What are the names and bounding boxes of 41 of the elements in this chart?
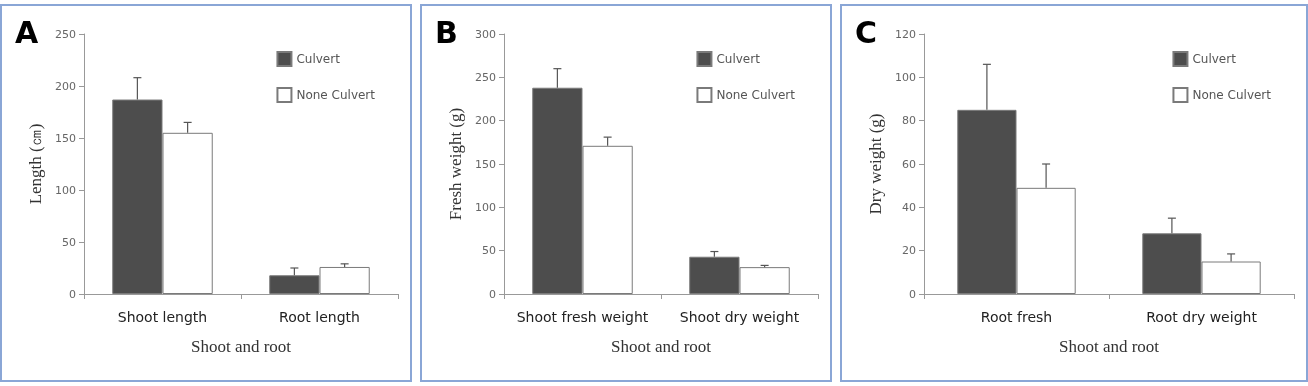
y-tick-label: 300	[475, 27, 496, 41]
x-tick-label: Shoot fresh weight	[516, 309, 649, 325]
x-axis-title: Shoot and root	[190, 337, 292, 356]
legend-label: Culvert	[716, 52, 761, 66]
y-tick-label: 50	[482, 244, 496, 258]
y-axis-title: Dry weight (g)	[866, 113, 885, 215]
y-tick-label: 0	[489, 287, 496, 301]
y-tick-label: 50	[62, 235, 76, 249]
y-tick-label: 100	[55, 183, 76, 197]
legend-label: Culvert	[296, 52, 341, 66]
x-tick-label: Root fresh	[980, 309, 1053, 325]
y-axis-title: Fresh weight (g)	[446, 107, 465, 221]
y-tick-label: 0	[909, 287, 916, 301]
x-tick-label: Root dry weight	[1146, 309, 1258, 325]
legend-label: None Culvert	[296, 88, 376, 102]
y-tick-label: 200	[475, 114, 496, 128]
legend-label: None Culvert	[716, 88, 796, 102]
y-tick-label: 60	[902, 157, 916, 171]
x-tick-label: Shoot length	[117, 309, 208, 325]
y-tick-label: 100	[895, 70, 916, 84]
legend-label: Culvert	[1192, 52, 1237, 66]
legend-label: None Culvert	[1192, 88, 1272, 102]
y-axis-title: Length (㎝)	[26, 123, 45, 205]
y-tick-label: 150	[55, 131, 76, 145]
y-tick-label: 250	[55, 27, 76, 41]
y-tick-label: 20	[902, 244, 916, 258]
x-axis-title: Shoot and root	[1058, 337, 1160, 356]
y-tick-label: 250	[475, 70, 496, 84]
y-tick-label: 120	[895, 27, 916, 41]
x-axis-title: Shoot and root	[610, 337, 712, 356]
x-tick-label: Root length	[279, 309, 360, 325]
y-tick-label: 80	[902, 114, 916, 128]
y-tick-label: 150	[475, 157, 496, 171]
y-tick-label: 200	[55, 79, 76, 93]
chart-title: B	[435, 14, 458, 50]
chart-title: C	[855, 14, 878, 50]
y-tick-label: 0	[69, 287, 76, 301]
x-tick-label: Shoot dry weight	[679, 309, 800, 325]
chart-title: A	[15, 14, 39, 50]
y-tick-label: 40	[902, 200, 916, 214]
y-tick-label: 100	[475, 200, 496, 214]
